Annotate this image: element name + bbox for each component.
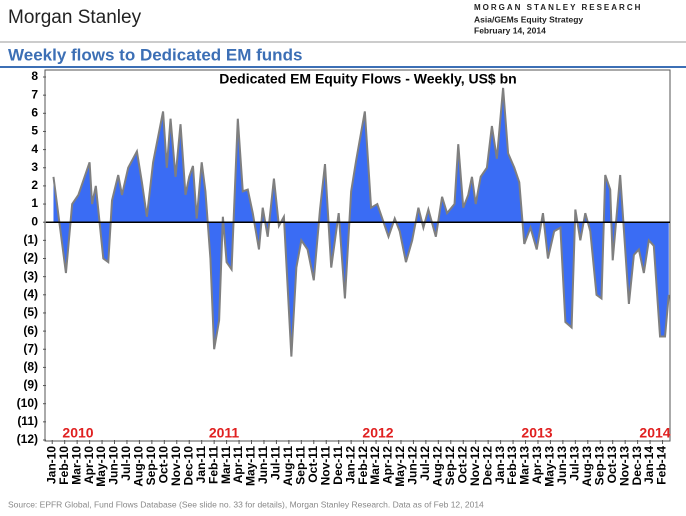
- x-tick-label: Feb-11: [206, 446, 220, 484]
- x-tick-label: Mar-12: [368, 446, 382, 485]
- x-tick-label: Jun-11: [256, 446, 270, 484]
- y-tick-label: (3): [23, 269, 38, 283]
- x-tick-label: Jan-14: [642, 446, 656, 484]
- x-tick-label: Apr-11: [231, 446, 245, 484]
- x-tick-label: Sep-11: [294, 446, 308, 485]
- y-tick-label: (12): [17, 432, 38, 446]
- y-tick-label: 2: [31, 178, 38, 192]
- y-tick-label: (7): [23, 341, 38, 355]
- brand: Morgan Stanley: [8, 7, 142, 28]
- x-tick-label: Nov-10: [169, 446, 183, 486]
- y-tick-label: 5: [31, 124, 38, 138]
- x-tick-label: Feb-10: [57, 446, 71, 485]
- area-line: [52, 87, 670, 357]
- y-tick-label: (6): [23, 323, 38, 337]
- date-label: February 14, 2014: [474, 25, 546, 35]
- team-label: Asia/GEMs Equity Strategy: [474, 14, 583, 24]
- y-tick-label: 7: [31, 87, 38, 101]
- research-label: MORGAN STANLEY RESEARCH: [474, 3, 642, 12]
- x-tick-label: Dec-10: [181, 446, 195, 486]
- x-tick-label: Oct-10: [156, 446, 170, 484]
- x-tick-label: Aug-10: [132, 446, 146, 487]
- x-tick-label: Jun-10: [107, 446, 121, 485]
- plot-frame: [44, 69, 671, 442]
- heading: Weekly flows to Dedicated EM funds: [8, 45, 302, 64]
- x-tick-label: Jul-10: [119, 446, 133, 481]
- x-tick-label: Aug-12: [431, 446, 445, 487]
- y-tick-label: (11): [17, 414, 38, 428]
- y-tick-label: (9): [23, 378, 38, 392]
- x-tick-label: Mar-13: [518, 446, 532, 485]
- y-tick-label: (5): [23, 305, 38, 319]
- x-tick-label: Apr-12: [381, 446, 395, 484]
- x-tick-label: Nov-11: [318, 446, 332, 486]
- x-tick-label: May-11: [244, 446, 258, 486]
- x-tick-label: Feb-14: [655, 446, 669, 485]
- x-tick-label: Jun-12: [406, 446, 420, 485]
- chart-title: Dedicated EM Equity Flows - Weekly, US$ …: [219, 71, 516, 87]
- x-tick-label: Oct-12: [455, 446, 469, 484]
- y-tick-label: (2): [23, 251, 38, 265]
- x-tick-label: Apr-13: [530, 446, 544, 484]
- x-tick-label: Jan-13: [493, 446, 507, 484]
- y-tick-label: (1): [23, 233, 38, 247]
- source: Source: EPFR Global, Fund Flows Database…: [8, 499, 484, 509]
- y-tick-label: (4): [23, 287, 38, 301]
- x-tick-label: Sep-12: [443, 446, 457, 486]
- year-label: 2014: [639, 425, 670, 441]
- x-tick-label: Jan-10: [44, 446, 58, 484]
- y-tick-label: 3: [31, 160, 38, 174]
- y-tick-label: 0: [31, 214, 38, 228]
- year-label: 2012: [362, 425, 393, 441]
- y-tick-label: 1: [31, 196, 38, 210]
- x-tick-label: Jul-11: [269, 446, 283, 480]
- year-label: 2010: [62, 425, 93, 441]
- x-tick-label: Mar-11: [219, 446, 233, 484]
- y-tick-label: (10): [17, 396, 38, 410]
- x-tick-label: Dec-12: [480, 446, 494, 486]
- y-tick-label: 6: [31, 105, 38, 119]
- y-tick-label: 4: [31, 142, 38, 156]
- x-tick-label: Oct-11: [306, 446, 320, 483]
- x-tick-label: Nov-12: [468, 446, 482, 486]
- x-tick-label: Jan-12: [343, 446, 357, 484]
- x-tick-label: Dec-13: [630, 446, 644, 486]
- year-label: 2011: [209, 425, 240, 441]
- x-tick-label: Sep-10: [144, 446, 158, 486]
- x-tick-label: Sep-13: [592, 446, 606, 486]
- x-tick-label: Aug-11: [281, 446, 295, 486]
- x-tick-label: Oct-13: [605, 446, 619, 484]
- x-tick-label: Jul-13: [568, 446, 582, 481]
- x-tick-label: Jun-13: [555, 446, 569, 485]
- x-tick-label: May-13: [543, 446, 557, 487]
- x-tick-label: Feb-12: [356, 446, 370, 485]
- x-tick-label: Feb-13: [505, 446, 519, 485]
- x-tick-label: May-12: [393, 446, 407, 487]
- y-tick-label: 8: [31, 69, 38, 83]
- x-tick-label: Apr-10: [82, 446, 96, 484]
- x-tick-label: Jul-12: [418, 446, 432, 481]
- x-tick-label: Aug-13: [580, 446, 594, 487]
- year-label: 2013: [521, 425, 552, 441]
- x-tick-label: Dec-11: [331, 446, 345, 485]
- x-tick-label: Jan-11: [194, 446, 208, 484]
- x-tick-label: Mar-10: [69, 446, 83, 485]
- y-tick-label: (8): [23, 360, 38, 374]
- x-tick-label: May-10: [94, 446, 108, 487]
- x-tick-label: Nov-13: [617, 446, 631, 486]
